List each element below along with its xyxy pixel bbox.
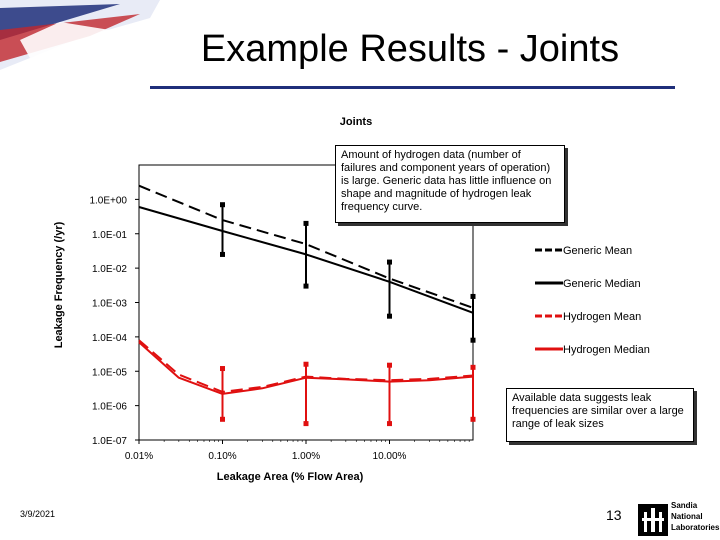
- error-bar-cap: [303, 220, 309, 226]
- error-bar-cap: [470, 364, 476, 370]
- error-bar-cap: [387, 313, 392, 319]
- slide-date: 3/9/2021: [20, 509, 56, 519]
- error-bar-cap: [387, 421, 392, 427]
- y-tick-label: 1.0E-05: [92, 367, 127, 378]
- error-bar-cap: [387, 362, 392, 368]
- slide-decoration-flag: [0, 0, 160, 70]
- logo-text: Sandia National Laboratories: [671, 500, 719, 533]
- page-number: 13: [606, 507, 622, 523]
- x-tick-label: 10.00%: [373, 451, 407, 462]
- error-bar-cap: [303, 283, 309, 289]
- error-bar-cap: [470, 416, 476, 422]
- sandia-logo: Sandia National Laboratories: [638, 496, 720, 540]
- error-bar-cap: [220, 202, 225, 208]
- annotation-leak-sizes: Available data suggests leak frequencies…: [506, 388, 694, 442]
- slide-title: Example Results - Joints: [200, 28, 620, 70]
- x-axis-label: Leakage Area (% Flow Area): [217, 471, 364, 483]
- title-underline: [150, 86, 675, 89]
- error-bar-cap: [387, 259, 392, 265]
- y-tick-label: 1.0E-02: [92, 264, 127, 275]
- y-tick-label: 1.0E-03: [92, 299, 127, 310]
- error-bar-cap: [470, 293, 476, 299]
- legend-label-hydrogen-mean: Hydrogen Mean: [563, 311, 641, 323]
- legend-label-generic-median: Generic Median: [563, 278, 641, 290]
- logo-line-3: Laboratories: [671, 523, 720, 532]
- y-axis-label: Leakage Frequency (/yr): [53, 221, 65, 348]
- annotation-hydrogen-data: Amount of hydrogen data (number of failu…: [335, 145, 565, 223]
- x-tick-label: 0.01%: [125, 451, 153, 462]
- error-bar-cap: [220, 251, 225, 257]
- series-line-generic-mean: [138, 184, 474, 309]
- x-tick-label: 1.00%: [292, 451, 320, 462]
- error-bar-cap: [220, 366, 225, 372]
- error-bar-cap: [303, 361, 309, 367]
- y-tick-label: 1.0E-06: [92, 402, 127, 413]
- y-tick-label: 1.0E-01: [92, 230, 127, 241]
- error-bar-cap: [220, 416, 225, 422]
- logo-line-2: National: [671, 512, 703, 521]
- error-bar-cap: [470, 337, 476, 343]
- error-bar-cap: [303, 421, 309, 427]
- legend-label-generic-mean: Generic Mean: [563, 245, 632, 257]
- x-tick-label: 0.10%: [208, 451, 236, 462]
- y-tick-label: 1.0E+00: [89, 195, 127, 206]
- thunderbird-logo-icon: [638, 504, 668, 536]
- y-tick-label: 1.0E-07: [92, 436, 127, 447]
- legend-label-hydrogen-median: Hydrogen Median: [563, 344, 650, 356]
- y-tick-label: 1.0E-04: [92, 333, 127, 344]
- chart-title: Joints: [340, 116, 372, 128]
- logo-line-1: Sandia: [671, 501, 698, 510]
